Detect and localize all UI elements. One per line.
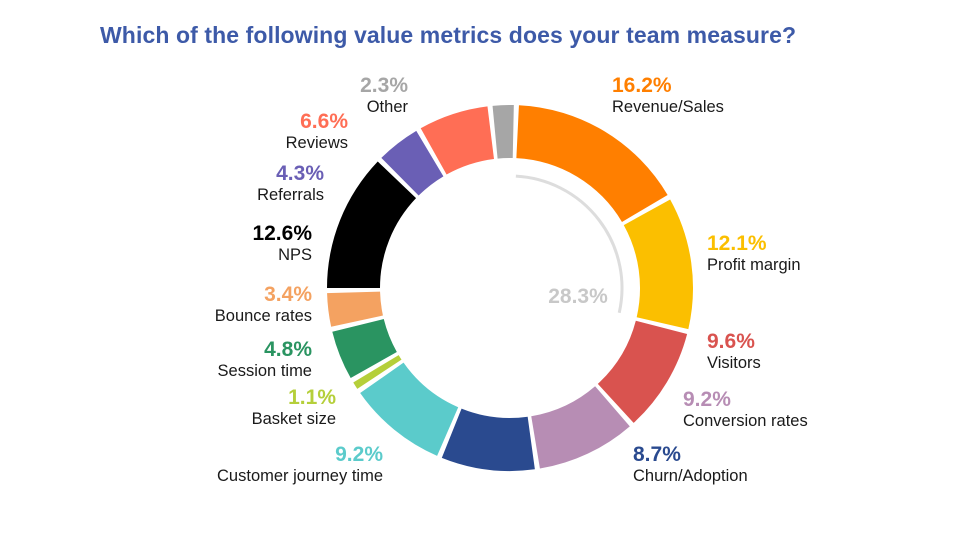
center-arc — [515, 174, 624, 314]
slice-revenue-sales — [516, 105, 668, 222]
slice-label: Bounce rates — [215, 307, 312, 325]
chart-title: Which of the following value metrics doe… — [100, 22, 797, 48]
slice-percentage: 9.2% — [335, 443, 383, 466]
slice-percentage: 12.6% — [252, 222, 312, 245]
slice-label: Conversion rates — [683, 412, 808, 430]
slice-label: Referrals — [257, 186, 324, 204]
slice-percentage: 6.6% — [300, 110, 348, 133]
slice-basket-size — [353, 355, 402, 389]
slice-label: Reviews — [286, 134, 348, 152]
slice-label: Revenue/Sales — [612, 98, 724, 116]
slice-percentage: 16.2% — [612, 74, 672, 97]
slice-nps — [327, 161, 417, 288]
slice-percentage: 8.7% — [633, 443, 681, 466]
slice-conversion-rates — [531, 386, 630, 469]
slice-referrals — [381, 130, 444, 196]
slice-label: Profit margin — [707, 256, 801, 274]
slice-visitors — [597, 320, 688, 423]
slice-percentage: 9.6% — [707, 330, 755, 353]
slice-other — [492, 105, 514, 159]
slice-percentage: 12.1% — [707, 232, 767, 255]
slice-label: Churn/Adoption — [633, 467, 748, 485]
slice-label: Visitors — [707, 354, 761, 372]
slice-percentage: 3.4% — [264, 283, 312, 306]
slice-label: Customer journey time — [217, 467, 383, 485]
slice-label: Other — [367, 98, 409, 116]
slice-percentage: 4.8% — [264, 338, 312, 361]
slice-customer-journey-time — [360, 362, 459, 456]
slice-percentage: 1.1% — [288, 386, 336, 409]
slice-profit-margin — [623, 199, 694, 330]
slice-label: Basket size — [252, 410, 336, 428]
slice-reviews — [420, 106, 494, 175]
slice-session-time — [332, 319, 397, 379]
slice-labels: 16.2%Revenue/Sales 12.1%Profit margin 9.6%… — [215, 74, 808, 485]
slice-label: Session time — [218, 362, 312, 380]
slice-label: NPS — [278, 246, 312, 264]
center-percentage: 28.3% — [548, 285, 608, 308]
slice-percentage: 2.3% — [360, 74, 408, 97]
donut-slices — [327, 105, 694, 471]
slice-percentage: 9.2% — [683, 388, 731, 411]
slice-churn-adoption — [441, 408, 535, 471]
slice-percentage: 4.3% — [276, 162, 324, 185]
slice-bounce-rates — [327, 291, 383, 327]
